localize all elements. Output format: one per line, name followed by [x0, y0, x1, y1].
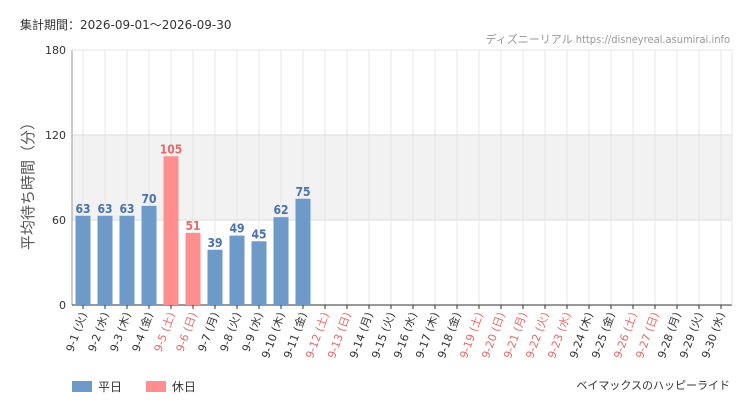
shaded-band — [72, 135, 732, 220]
legend-swatch-holiday — [145, 381, 166, 392]
bar — [163, 156, 179, 305]
source-credit: ディズニーリアル https://disneyreal.asumirai.inf… — [485, 33, 730, 46]
bar-value-label: 105 — [160, 142, 183, 156]
bar-value-label: 63 — [119, 202, 134, 216]
legend-swatch-weekday — [72, 381, 92, 392]
legend-item-weekday: 平日 — [72, 378, 122, 395]
bar — [141, 205, 157, 305]
bar — [75, 215, 91, 305]
period-label: 集計期間：2026-09-01～2026-09-30 — [20, 18, 232, 32]
bar — [295, 198, 311, 305]
bar — [251, 241, 267, 305]
chart-title: ベイマックスのハッピーライド — [576, 379, 730, 392]
bar-value-label: 63 — [97, 202, 112, 216]
y-tick-label: 180 — [45, 44, 66, 57]
bar — [97, 215, 113, 305]
bar-value-label: 49 — [229, 222, 244, 236]
bar-value-label: 70 — [141, 192, 156, 206]
legend-label-weekday: 平日 — [98, 380, 123, 394]
bar-value-label: 75 — [295, 185, 310, 199]
legend-label-holiday: 休日 — [171, 380, 196, 394]
y-tick-label: 0 — [59, 299, 66, 312]
bar-value-label: 62 — [273, 203, 288, 217]
bar-value-label: 39 — [207, 236, 222, 250]
bar-value-label: 51 — [185, 219, 200, 233]
legend-item-holiday: 休日 — [145, 378, 196, 395]
legend: 平日 休日 — [72, 378, 216, 395]
bar-value-label: 45 — [251, 227, 266, 241]
y-tick-label: 120 — [45, 129, 66, 142]
bar — [229, 235, 245, 305]
bar-value-label: 63 — [75, 202, 90, 216]
y-tick-label: 60 — [52, 214, 66, 227]
bar — [273, 217, 289, 305]
bar — [119, 215, 135, 305]
bar — [207, 249, 223, 305]
bar — [185, 232, 201, 305]
